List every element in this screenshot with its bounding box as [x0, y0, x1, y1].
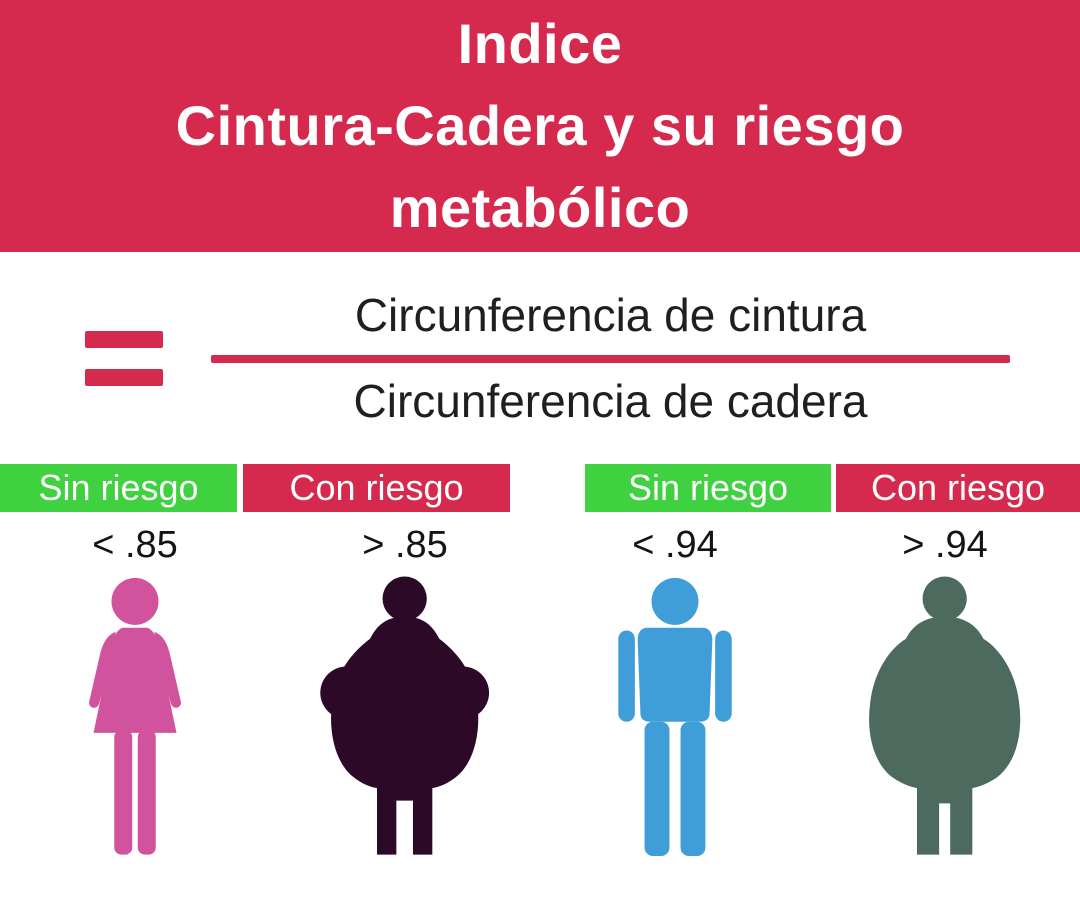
man-slim-svg	[618, 577, 732, 856]
equals-bar-bottom	[85, 368, 163, 386]
fraction-numerator: Circunferencia de cintura	[354, 289, 867, 341]
risk-badge-row: Sin riesgo Con riesgo Sin riesgo Con rie…	[0, 464, 1080, 512]
man-obese-icon	[869, 576, 1021, 855]
man-slim-icon	[618, 577, 732, 856]
figure-woman-obese	[270, 571, 540, 903]
figures-row	[0, 571, 1080, 903]
risk-badge-sin-riesgo-men: Sin riesgo	[585, 464, 831, 512]
threshold-row: < .85 > .85 < .94 > .94	[0, 524, 1080, 567]
equals-bar-top	[85, 330, 163, 348]
threshold-women-risk: > .85	[362, 524, 448, 566]
threshold-women-safe: < .85	[92, 524, 178, 566]
man-obese-svg	[869, 576, 1021, 855]
woman-slim-svg	[89, 577, 181, 855]
threshold-men-risk: > .94	[902, 524, 988, 566]
woman-obese-icon	[320, 576, 490, 855]
title-line-2: Cintura-Cadera y su riesgo	[175, 93, 905, 157]
title-banner: Indice Cintura-Cadera y su riesgo metabó…	[0, 0, 1080, 252]
title-line-3: metabólico	[389, 176, 691, 240]
equals-icon	[85, 330, 163, 386]
title-line-1: Indice	[457, 11, 623, 75]
figure-woman-slim	[0, 571, 270, 903]
fraction-denominator: Circunferencia de cadera	[353, 375, 868, 427]
woman-slim-icon	[89, 577, 181, 855]
figure-man-obese	[810, 571, 1080, 903]
risk-badge-con-riesgo-men: Con riesgo	[836, 464, 1080, 512]
woman-obese-svg	[320, 576, 490, 855]
fraction-divider-line	[211, 355, 1010, 363]
threshold-men-safe: < .94	[632, 524, 718, 566]
figure-man-slim	[540, 571, 810, 903]
risk-badge-sin-riesgo-women: Sin riesgo	[0, 464, 237, 512]
formula-section: Circunferencia de cintura Circunferencia…	[0, 252, 1080, 464]
risk-badge-con-riesgo-women: Con riesgo	[243, 464, 510, 512]
ratio-fraction: Circunferencia de cintura Circunferencia…	[211, 288, 1010, 428]
